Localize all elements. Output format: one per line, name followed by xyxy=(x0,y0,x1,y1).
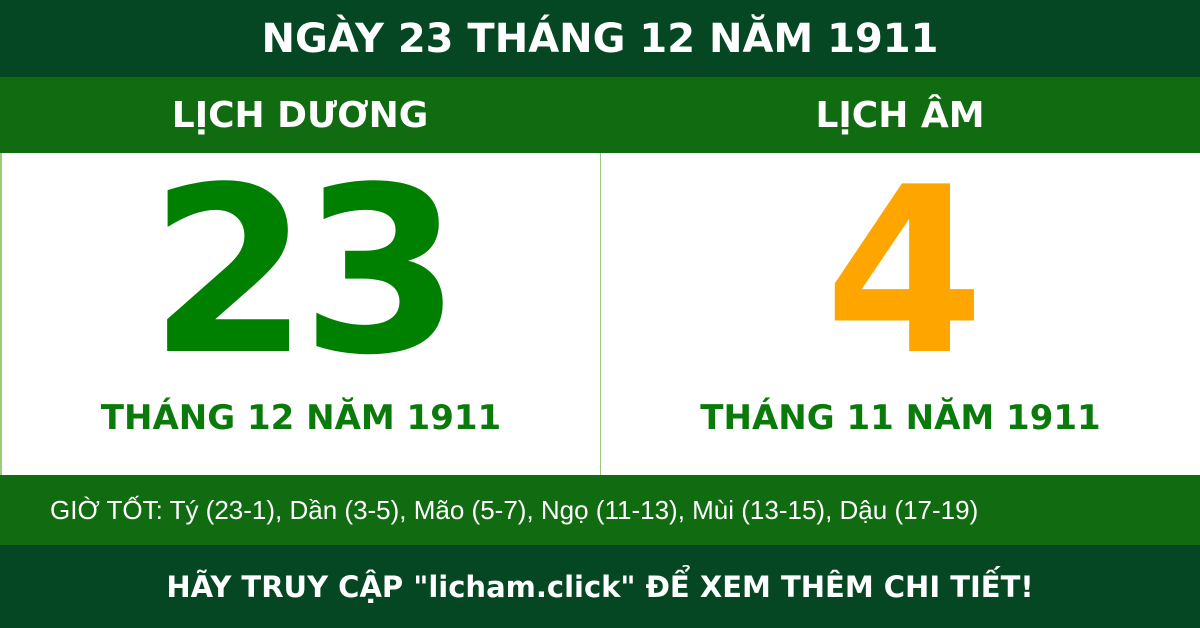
footer-cta: HÃY TRUY CẬP "licham.click" ĐỂ XEM THÊM … xyxy=(0,545,1200,628)
good-hours: GIỜ TỐT: Tý (23-1), Dần (3-5), Mão (5-7)… xyxy=(0,475,1200,545)
solar-panel: 23 THÁNG 12 NĂM 1911 xyxy=(2,153,601,475)
solar-calendar-label: LỊCH DƯƠNG xyxy=(171,94,429,136)
solar-month-year: THÁNG 12 NĂM 1911 xyxy=(100,398,502,438)
solar-day: 23 xyxy=(148,139,461,406)
lunar-day: 4 xyxy=(824,139,984,406)
lunar-calendar-label: LỊCH ÂM xyxy=(815,94,985,136)
lunar-month-year: THÁNG 11 NĂM 1911 xyxy=(700,398,1101,438)
calendar-body: 23 THÁNG 12 NĂM 1911 4 THÁNG 11 NĂM 1911 xyxy=(0,153,1200,475)
lunar-panel: 4 THÁNG 11 NĂM 1911 xyxy=(601,153,1200,475)
calendar-headers: LỊCH DƯƠNG LỊCH ÂM xyxy=(0,77,1200,153)
page-title: NGÀY 23 THÁNG 12 NĂM 1911 xyxy=(0,0,1200,77)
